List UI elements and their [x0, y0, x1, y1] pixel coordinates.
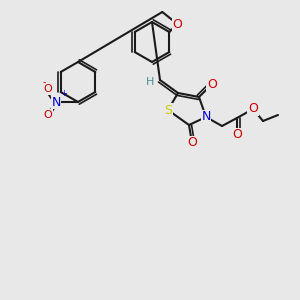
Text: O: O: [44, 110, 52, 120]
Text: +: +: [60, 89, 67, 98]
Text: O: O: [172, 17, 182, 31]
Text: S: S: [164, 103, 172, 116]
Text: H: H: [146, 77, 154, 87]
Text: O: O: [187, 136, 197, 149]
Text: O: O: [232, 128, 242, 142]
Text: -: -: [43, 77, 46, 87]
Text: O: O: [44, 84, 52, 94]
Text: O: O: [248, 103, 258, 116]
Text: O: O: [207, 77, 217, 91]
Text: N: N: [201, 110, 211, 124]
Text: N: N: [51, 95, 61, 109]
